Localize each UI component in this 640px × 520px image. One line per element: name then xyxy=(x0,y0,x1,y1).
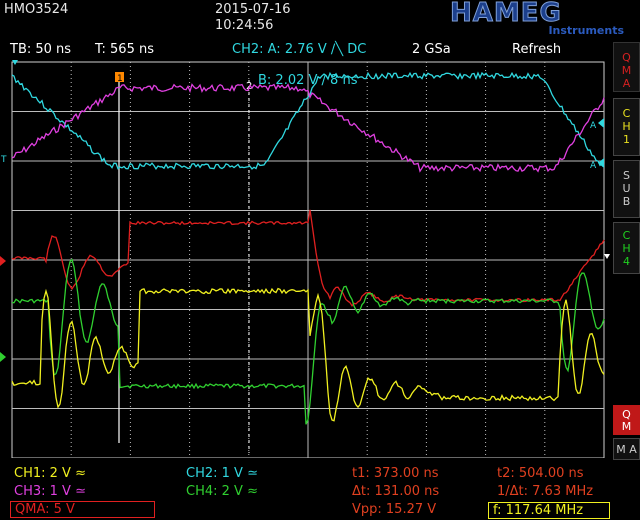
waveform-display[interactable]: 1 2 B: 2.02 V ∕ 8 ns T A A xyxy=(0,58,612,458)
side-button-sub[interactable]: S U B xyxy=(613,160,640,218)
hameg-logo: HAMEG Instruments xyxy=(450,0,624,37)
side-button-qma[interactable]: Q M A xyxy=(613,42,640,92)
qma-scale[interactable]: QMA: 5 V xyxy=(10,501,155,518)
frequency-readout: f: 117.64 MHz xyxy=(488,502,610,519)
cursor-a-marker-right xyxy=(598,118,604,128)
model-label: HMO3524 xyxy=(4,2,69,17)
cursor-t1-readout: t1: 373.00 ns xyxy=(352,466,439,481)
date-label: 2015-07-16 xyxy=(215,2,291,17)
cursor-b-marker-right xyxy=(598,158,604,168)
cursor-inv-dt-readout: 1/Δt: 7.63 MHz xyxy=(497,484,594,499)
readout-panel: CH1: 2 V ≈ CH2: 1 V ≃ CH3: 1 V ≃ CH4: 2 … xyxy=(0,462,640,520)
trace-ch2 xyxy=(11,71,605,170)
timebase-label[interactable]: TB: 50 ns xyxy=(10,42,72,57)
trigger-channel-info[interactable]: CH2: A: 2.76 V ∕╲ DC xyxy=(232,42,367,57)
time-label: 10:24:56 xyxy=(215,18,274,33)
right-label-a: A xyxy=(590,121,597,131)
ch1-scale[interactable]: CH1: 2 V ≈ xyxy=(14,466,86,481)
trace-ch3 xyxy=(11,83,605,173)
cursor-t2-readout: t2: 504.00 ns xyxy=(497,466,584,481)
ch3-scale[interactable]: CH3: 1 V ≃ xyxy=(14,484,86,499)
vpp-readout: Vpp: 15.27 V xyxy=(352,502,437,517)
ch4-offset-marker xyxy=(0,352,6,362)
right-label-b: A xyxy=(590,161,597,171)
trace-ch4 xyxy=(11,258,605,425)
side-button-ma[interactable]: M A xyxy=(613,438,640,460)
cursor-dt-readout: Δt: 131.00 ns xyxy=(352,484,440,499)
ch4-scale[interactable]: CH4: 2 V ≈ xyxy=(186,484,258,499)
trigger-time-label[interactable]: T: 565 ns xyxy=(95,42,154,57)
side-button-qm[interactable]: Q M xyxy=(613,405,640,435)
side-button-ch4[interactable]: C H 4 xyxy=(613,222,640,274)
cursor-t1-marker xyxy=(115,72,124,82)
ch2-scale[interactable]: CH2: 1 V ≃ xyxy=(186,466,258,481)
trigger-marker: T xyxy=(0,155,7,165)
trigger-level-marker xyxy=(604,254,610,259)
acquisition-mode-label[interactable]: Refresh xyxy=(512,42,562,57)
trigger-position-marker xyxy=(12,60,18,65)
trace-ch1 xyxy=(11,287,605,422)
sample-rate-label: 2 GSa xyxy=(412,42,451,57)
side-button-ch1[interactable]: C H 1 xyxy=(613,98,640,156)
qma-offset-marker xyxy=(0,256,6,266)
cursor-t1-label: 1 xyxy=(117,74,123,84)
